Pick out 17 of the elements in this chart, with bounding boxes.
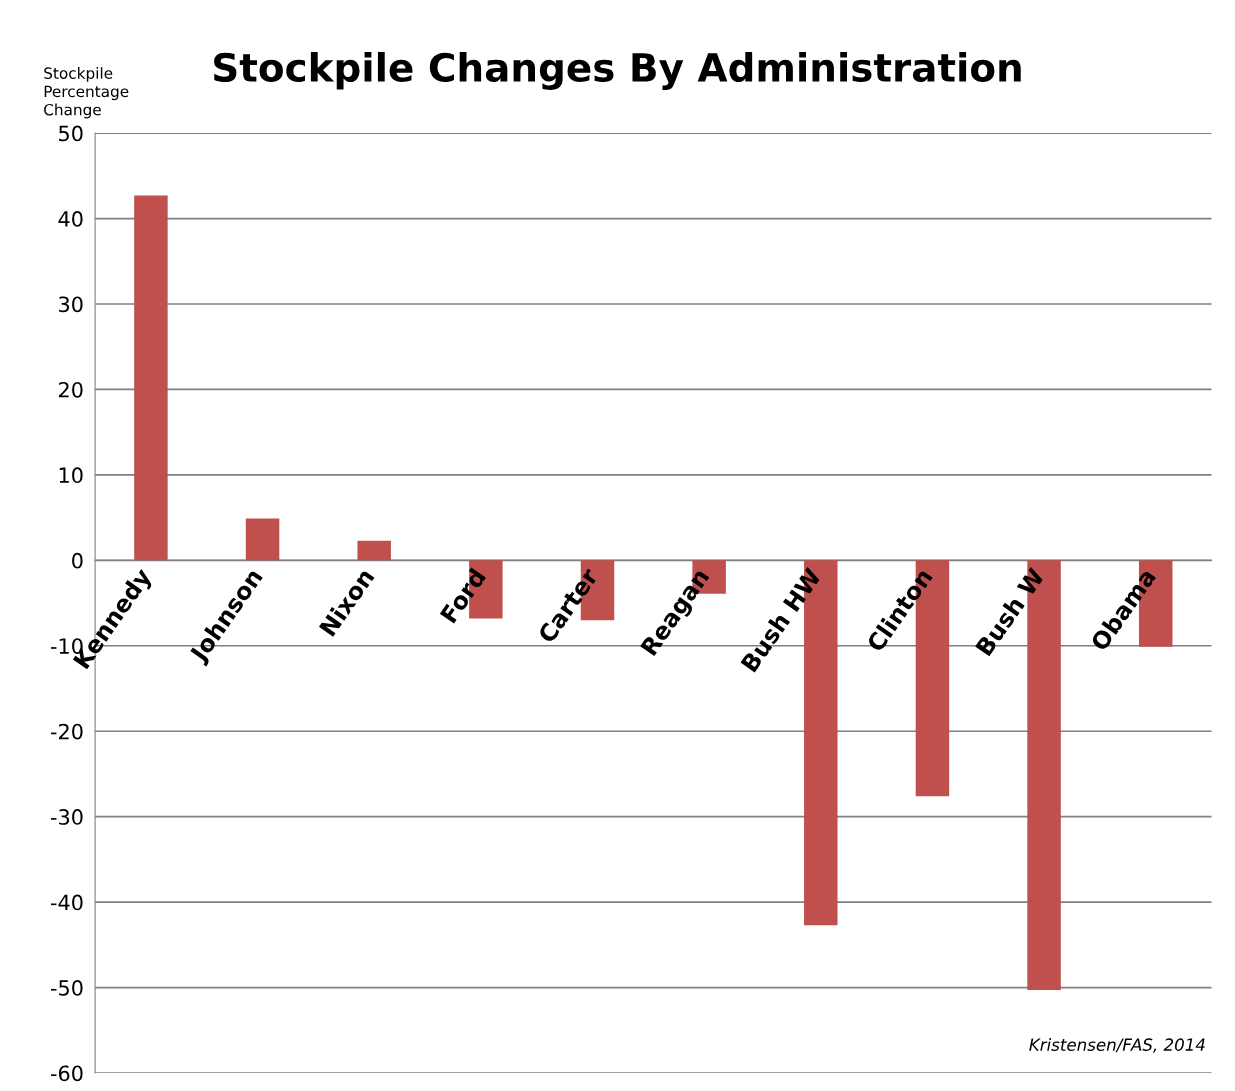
y-axis-title: Stockpile Percentage Change	[44, 67, 129, 119]
y-tick-label: 40	[58, 211, 83, 227]
bar	[245, 518, 280, 561]
y-tick-label: -20	[50, 723, 83, 740]
y-tick-label: 0	[72, 552, 83, 569]
y-tick-label: -50	[50, 980, 83, 996]
y-tick-label: -30	[50, 809, 83, 825]
y-tick-label: -60	[50, 1065, 83, 1082]
y-tick-label: 10	[59, 467, 83, 484]
y-tick-label: 30	[59, 296, 83, 313]
y-tick-label: 20	[59, 381, 83, 398]
y-tick-label: -40	[50, 894, 83, 911]
bar	[134, 195, 168, 561]
bar	[357, 540, 391, 561]
annotation: Kristensen/FAS, 2014	[1029, 1038, 1205, 1053]
chart-title: Stockpile Changes By Administration	[214, 51, 1021, 90]
y-tick-label: 50	[59, 125, 83, 142]
